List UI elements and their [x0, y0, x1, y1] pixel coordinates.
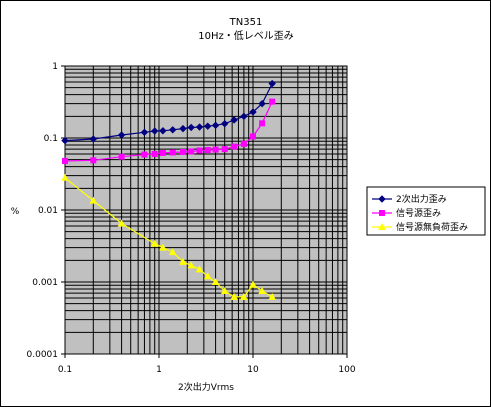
series-3-point [240, 292, 248, 300]
series-2-point [90, 157, 97, 164]
y-tick-label: 0.0001 [27, 350, 59, 360]
series-2-point [259, 120, 266, 127]
series-1-point [230, 116, 238, 124]
series-2-point [196, 147, 203, 154]
series-2-point [231, 143, 238, 150]
x-tick-label: 10 [247, 365, 259, 375]
chart-subtitle: 10Hz・低レベル歪み [198, 29, 294, 42]
x-tick-label: 0.1 [58, 365, 72, 375]
series-2-point [269, 98, 276, 105]
y-axis-label: % [11, 207, 20, 217]
series-1-point [195, 123, 204, 131]
y-tick-label: 1 [52, 62, 58, 72]
series-3-point [179, 257, 187, 265]
series-1-point [150, 127, 159, 135]
legend-swatch-marker [378, 195, 386, 203]
series-2-point [169, 149, 176, 156]
series-3-point [195, 265, 204, 273]
series-2-point [141, 151, 148, 158]
series-3-point [230, 292, 238, 300]
series-3-point [220, 286, 229, 294]
y-tick-label: 0.1 [44, 134, 58, 144]
series-1-point [249, 108, 257, 116]
legend-swatch-marker [378, 222, 386, 230]
series-1-point [258, 99, 266, 108]
series-2-point [221, 146, 228, 153]
series-3 [61, 173, 277, 300]
series-1-point [159, 127, 167, 135]
legend-swatch-marker [379, 210, 385, 216]
series-3-point [258, 286, 266, 294]
series-1-point [187, 123, 195, 132]
legend-entry-label: 信号源無負荷歪み [396, 221, 468, 233]
series-1-point [268, 79, 276, 88]
series-3-point [187, 261, 196, 269]
series-3-point [168, 248, 177, 256]
series-1-point [140, 128, 149, 137]
series-1 [61, 79, 276, 145]
x-tick-label: 100 [338, 365, 355, 375]
series-1-point [169, 126, 177, 134]
y-tick-label: 0.001 [32, 278, 58, 288]
series-1-point [179, 124, 187, 133]
y-tick-label: 0.01 [38, 206, 58, 216]
series-3-point [150, 239, 159, 247]
tick-layer: 0.1 1 10 100 1 0.1 0.01 0.001 0.0001 [27, 62, 356, 375]
series-1-point [220, 119, 229, 128]
series-1-point [211, 121, 220, 130]
series-1-point [204, 122, 212, 130]
series-3-point [211, 277, 220, 285]
series-3-point [89, 196, 98, 204]
series-3-point [249, 280, 257, 288]
series-1-point [89, 135, 98, 143]
series-3-point [268, 292, 277, 300]
series-1-point [240, 112, 248, 121]
series-2 [62, 98, 276, 164]
series-layer [61, 79, 277, 300]
series-2-point [212, 146, 219, 153]
series-1-point [117, 131, 126, 139]
series-1-point [61, 136, 69, 145]
series-2-point [179, 148, 186, 155]
series-2-point [151, 150, 158, 157]
series-2-point [159, 149, 166, 156]
series-2-point [240, 140, 247, 147]
grid-layer [65, 66, 347, 354]
series-2-point [250, 133, 256, 140]
series-2-point [62, 157, 68, 164]
series-2-point [188, 148, 195, 155]
x-tick-label: 1 [156, 365, 162, 375]
series-3-point [203, 272, 212, 280]
x-axis-label: 2次出力Vrms [178, 381, 234, 393]
series-2-point [118, 153, 125, 160]
series-3-point [61, 173, 69, 181]
series-2-point [204, 147, 211, 154]
series-3-point [159, 243, 167, 251]
series-3-point [117, 219, 126, 227]
legend-entry-label: 信号源歪み [396, 207, 441, 219]
chart-title: TN351 [229, 17, 263, 28]
legend-entry-label: 2次出力歪み [396, 193, 447, 205]
